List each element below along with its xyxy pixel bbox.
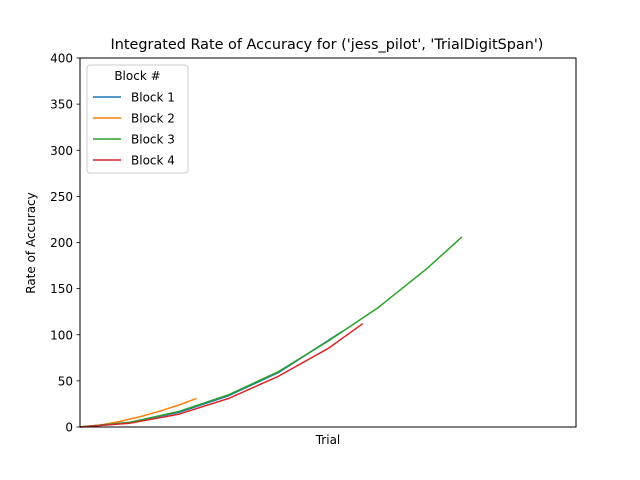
x-axis-label: Trial bbox=[315, 433, 341, 447]
y-tick-label: 200 bbox=[50, 236, 73, 250]
y-tick-label: 100 bbox=[50, 328, 73, 342]
y-tick-label: 350 bbox=[50, 98, 73, 112]
y-tick-label: 150 bbox=[50, 282, 73, 296]
plot-area bbox=[79, 236, 463, 428]
legend-label-block-2: Block 2 bbox=[131, 112, 175, 126]
y-tick-label: 0 bbox=[65, 421, 73, 435]
chart-title: Integrated Rate of Accuracy for ('jess_p… bbox=[111, 37, 544, 53]
y-tick-label: 50 bbox=[58, 374, 73, 388]
series-line-block-3 bbox=[79, 236, 463, 428]
series-line-block-4 bbox=[79, 323, 364, 428]
legend-box bbox=[86, 64, 189, 174]
series-line-block-1 bbox=[79, 330, 344, 428]
y-tick-label: 250 bbox=[50, 190, 73, 204]
legend-label-block-3: Block 3 bbox=[131, 133, 175, 147]
legend-items: Block 1 Block 2 Block 3 Block 4 bbox=[93, 91, 175, 168]
legend-label-block-1: Block 1 bbox=[131, 91, 175, 105]
y-axis-label: Rate of Accuracy bbox=[24, 192, 38, 294]
legend: Block # Block 1 Block 2 Block 3 Block 4 bbox=[86, 64, 189, 174]
legend-title: Block # bbox=[114, 69, 160, 83]
y-axis: 0 50 100 150 200 250 300 350 400 bbox=[50, 52, 80, 435]
legend-label-block-4: Block 4 bbox=[131, 154, 175, 168]
y-tick-label: 400 bbox=[50, 52, 73, 66]
y-tick-label: 300 bbox=[50, 144, 73, 158]
